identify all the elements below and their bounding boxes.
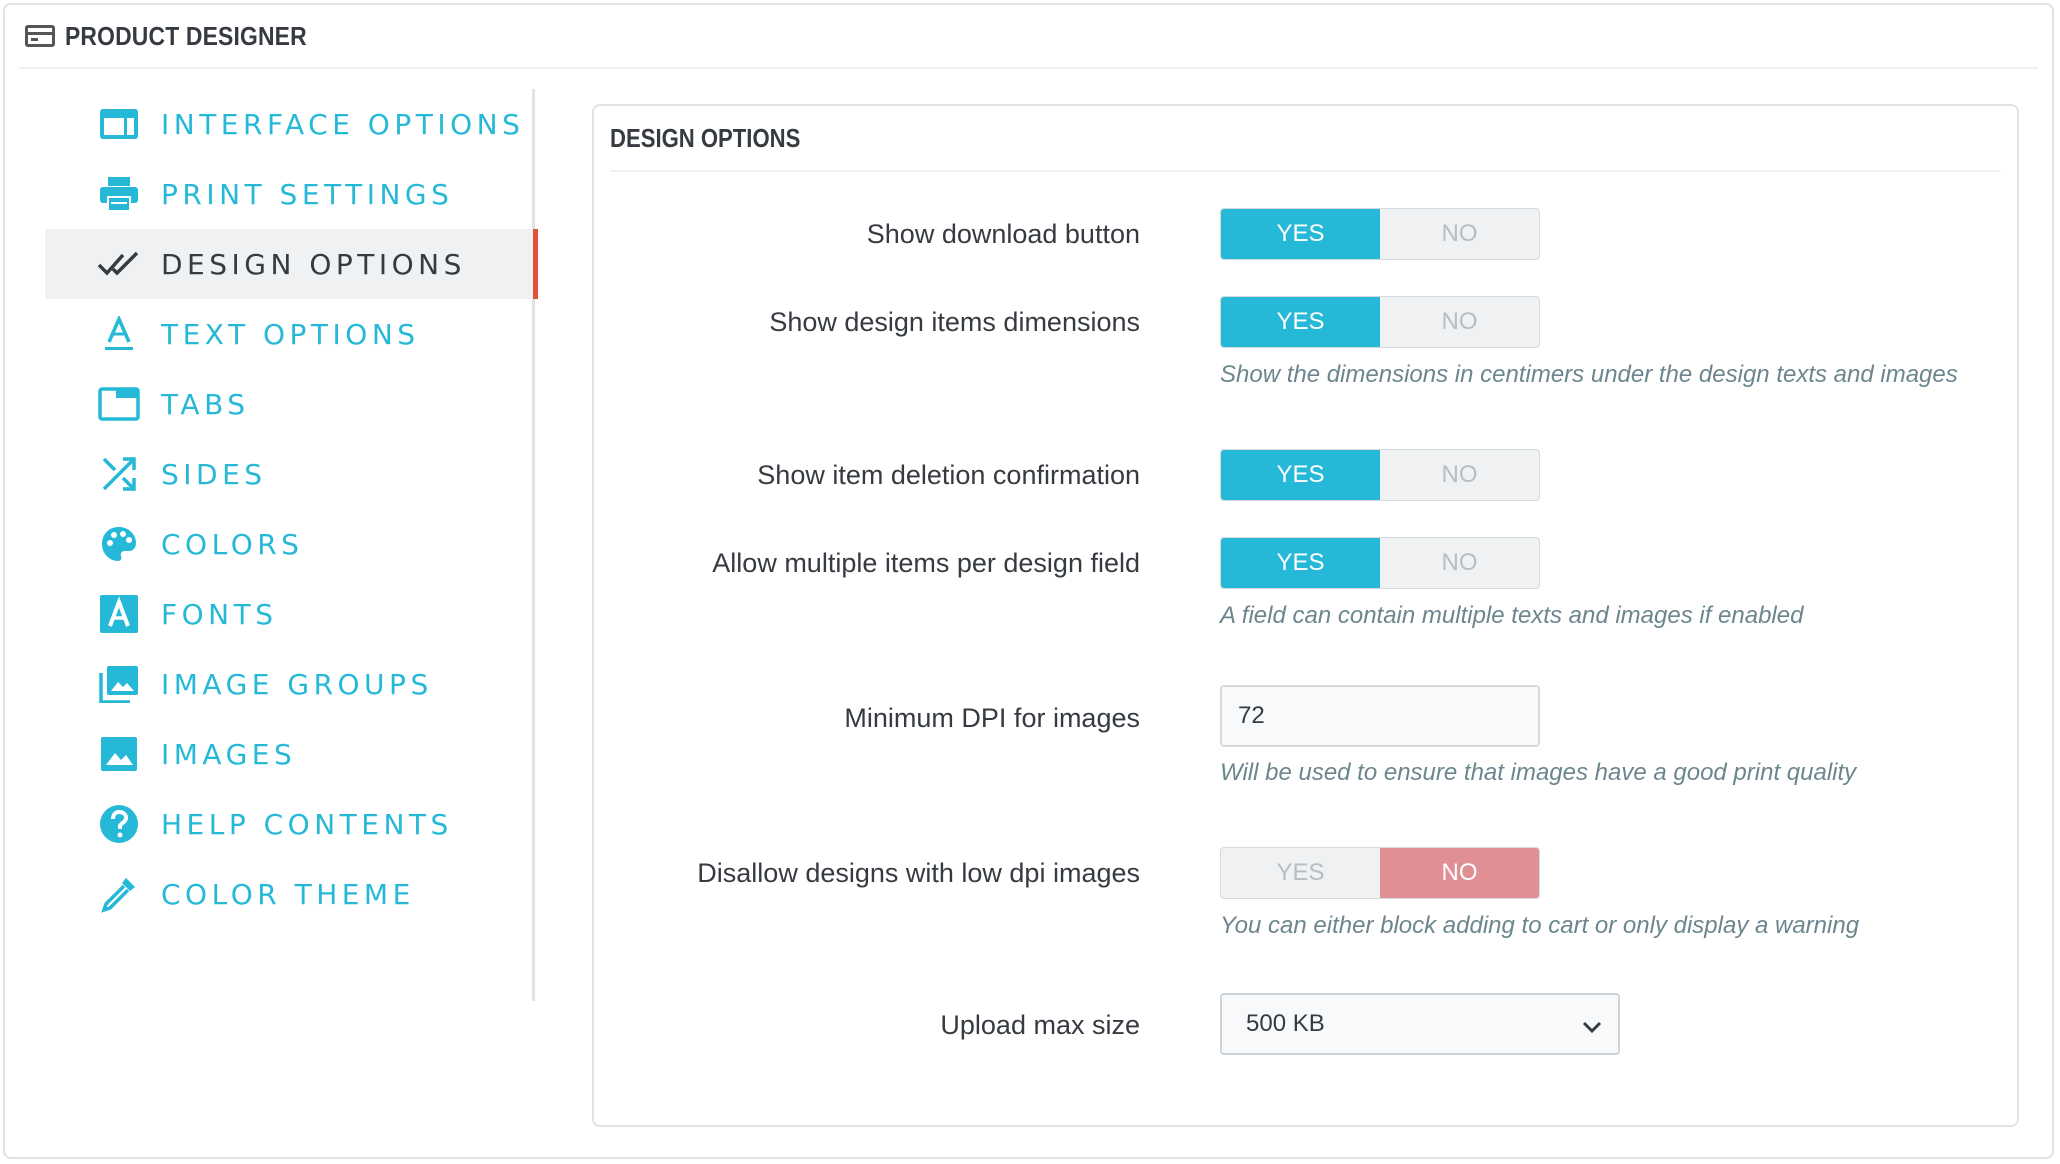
font-icon — [97, 592, 141, 636]
sidebar-item-label: FONTS — [161, 597, 278, 631]
eyedropper-icon — [97, 872, 141, 916]
printer-icon — [97, 172, 141, 216]
show-dimensions-label: Show design items dimensions — [769, 307, 1140, 337]
show-dimensions-hint: Show the dimensions in centimers under t… — [1220, 361, 1958, 388]
sidebar-item-label: COLORS — [161, 527, 304, 561]
no-option[interactable]: NO — [1441, 549, 1478, 576]
no-option[interactable]: NO — [1441, 220, 1478, 247]
sidebar-item-label: TABS — [161, 387, 250, 421]
interface-icon — [97, 102, 141, 146]
upload-max-value: 500 KB — [1246, 1010, 1325, 1037]
no-option[interactable]: NO — [1441, 461, 1478, 488]
sidebar-item-label: PRINT SETTINGS — [161, 177, 454, 211]
sidebar-item-print-settings[interactable]: PRINT SETTINGS — [45, 159, 535, 229]
sidebar-item-color-theme[interactable]: COLOR THEME — [45, 859, 535, 929]
sidebar-item-image-groups[interactable]: IMAGE GROUPS — [45, 649, 535, 719]
sidebar-item-label: HELP CONTENTS — [161, 807, 453, 841]
allow-multiple-switch[interactable]: YES NO — [1220, 537, 1540, 589]
disallow-low-dpi-label: Disallow designs with low dpi images — [697, 858, 1140, 888]
sidebar-item-label: COLOR THEME — [161, 877, 415, 911]
sidebar-nav: INTERFACE OPTIONS PRINT SETTINGS DESIGN … — [45, 89, 538, 1001]
sidebar-item-sides[interactable]: SIDES — [45, 439, 535, 509]
upload-max-select[interactable]: 500 KB — [1220, 993, 1620, 1055]
show-download-switch[interactable]: YES NO — [1220, 208, 1540, 260]
sidebar-item-label: TEXT OPTIONS — [161, 317, 420, 351]
panel-title: PRODUCT DESIGNER — [65, 20, 307, 51]
sidebar-item-tabs[interactable]: TABS — [45, 369, 535, 439]
panel-header: PRODUCT DESIGNER — [19, 5, 2038, 69]
sidebar-item-label: DESIGN OPTIONS — [161, 247, 466, 281]
disallow-low-dpi-hint: You can either block adding to cart or o… — [1220, 912, 1860, 939]
palette-icon — [97, 522, 141, 566]
yes-option[interactable]: YES — [1276, 859, 1325, 886]
sidebar-item-label: IMAGES — [161, 737, 297, 771]
show-delete-confirm-switch[interactable]: YES NO — [1220, 449, 1540, 501]
sidebar-item-design-options[interactable]: DESIGN OPTIONS — [45, 229, 538, 299]
sidebar-item-text-options[interactable]: TEXT OPTIONS — [45, 299, 535, 369]
sidebar-item-help-contents[interactable]: HELP CONTENTS — [45, 789, 535, 859]
chevron-down-icon — [1582, 1013, 1602, 1041]
min-dpi-hint: Will be used to ensure that images have … — [1220, 759, 1857, 786]
allow-multiple-label: Allow multiple items per design field — [712, 548, 1140, 578]
card-icon — [25, 25, 55, 47]
min-dpi-label: Minimum DPI for images — [844, 703, 1140, 733]
show-dimensions-switch[interactable]: YES NO — [1220, 296, 1540, 348]
sidebar-item-label: IMAGE GROUPS — [161, 667, 433, 701]
show-download-label: Show download button — [866, 219, 1140, 249]
image-icon — [97, 732, 141, 776]
disallow-low-dpi-switch[interactable]: YES NO — [1220, 847, 1540, 899]
show-delete-confirm-label: Show item deletion confirmation — [757, 460, 1140, 490]
shuffle-icon — [97, 452, 141, 496]
yes-option[interactable]: YES — [1221, 297, 1380, 347]
sidebar-item-fonts[interactable]: FONTS — [45, 579, 535, 649]
allow-multiple-hint: A field can contain multiple texts and i… — [1220, 602, 1804, 629]
sidebar-item-label: INTERFACE OPTIONS — [161, 107, 525, 141]
card-title: DESIGN OPTIONS — [610, 122, 801, 153]
sidebar-item-label: SIDES — [161, 457, 267, 491]
image-groups-icon — [97, 662, 141, 706]
no-option[interactable]: NO — [1380, 848, 1539, 898]
sidebar-item-colors[interactable]: COLORS — [45, 509, 535, 579]
card-header: DESIGN OPTIONS — [610, 106, 2001, 172]
no-option[interactable]: NO — [1441, 308, 1478, 335]
yes-option[interactable]: YES — [1221, 209, 1380, 259]
yes-option[interactable]: YES — [1221, 450, 1380, 500]
text-icon — [97, 312, 141, 356]
upload-max-label: Upload max size — [940, 1010, 1140, 1040]
design-options-card: DESIGN OPTIONS — [592, 104, 2019, 1127]
min-dpi-input[interactable] — [1220, 685, 1540, 747]
sidebar-item-images[interactable]: IMAGES — [45, 719, 535, 789]
tab-icon — [97, 382, 141, 426]
double-check-icon — [97, 242, 141, 286]
yes-option[interactable]: YES — [1221, 538, 1380, 588]
sidebar-item-interface-options[interactable]: INTERFACE OPTIONS — [45, 89, 535, 159]
help-icon — [97, 802, 141, 846]
